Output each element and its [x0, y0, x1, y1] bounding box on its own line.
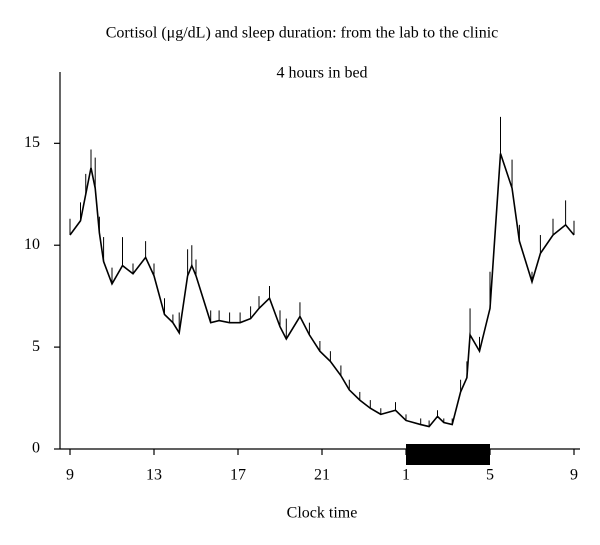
x-tick-label: 1	[402, 467, 410, 484]
x-axis-label: Clock time	[287, 505, 358, 522]
x-tick-label: 9	[570, 467, 578, 484]
chart-title: Cortisol (μg/dL) and sleep duration: fro…	[106, 25, 498, 42]
x-tick-label: 13	[146, 467, 162, 484]
y-tick-label: 15	[24, 134, 40, 151]
x-tick-label: 5	[486, 467, 494, 484]
chart-subtitle: 4 hours in bed	[276, 65, 367, 82]
x-tick-label: 21	[314, 467, 330, 484]
y-tick-label: 0	[32, 440, 40, 457]
x-tick-label: 9	[66, 467, 74, 484]
y-tick-label: 10	[24, 236, 40, 253]
sleep-bar	[406, 444, 490, 465]
y-tick-label: 5	[32, 338, 40, 355]
x-tick-label: 17	[230, 467, 246, 484]
line	[69, 153, 575, 428]
